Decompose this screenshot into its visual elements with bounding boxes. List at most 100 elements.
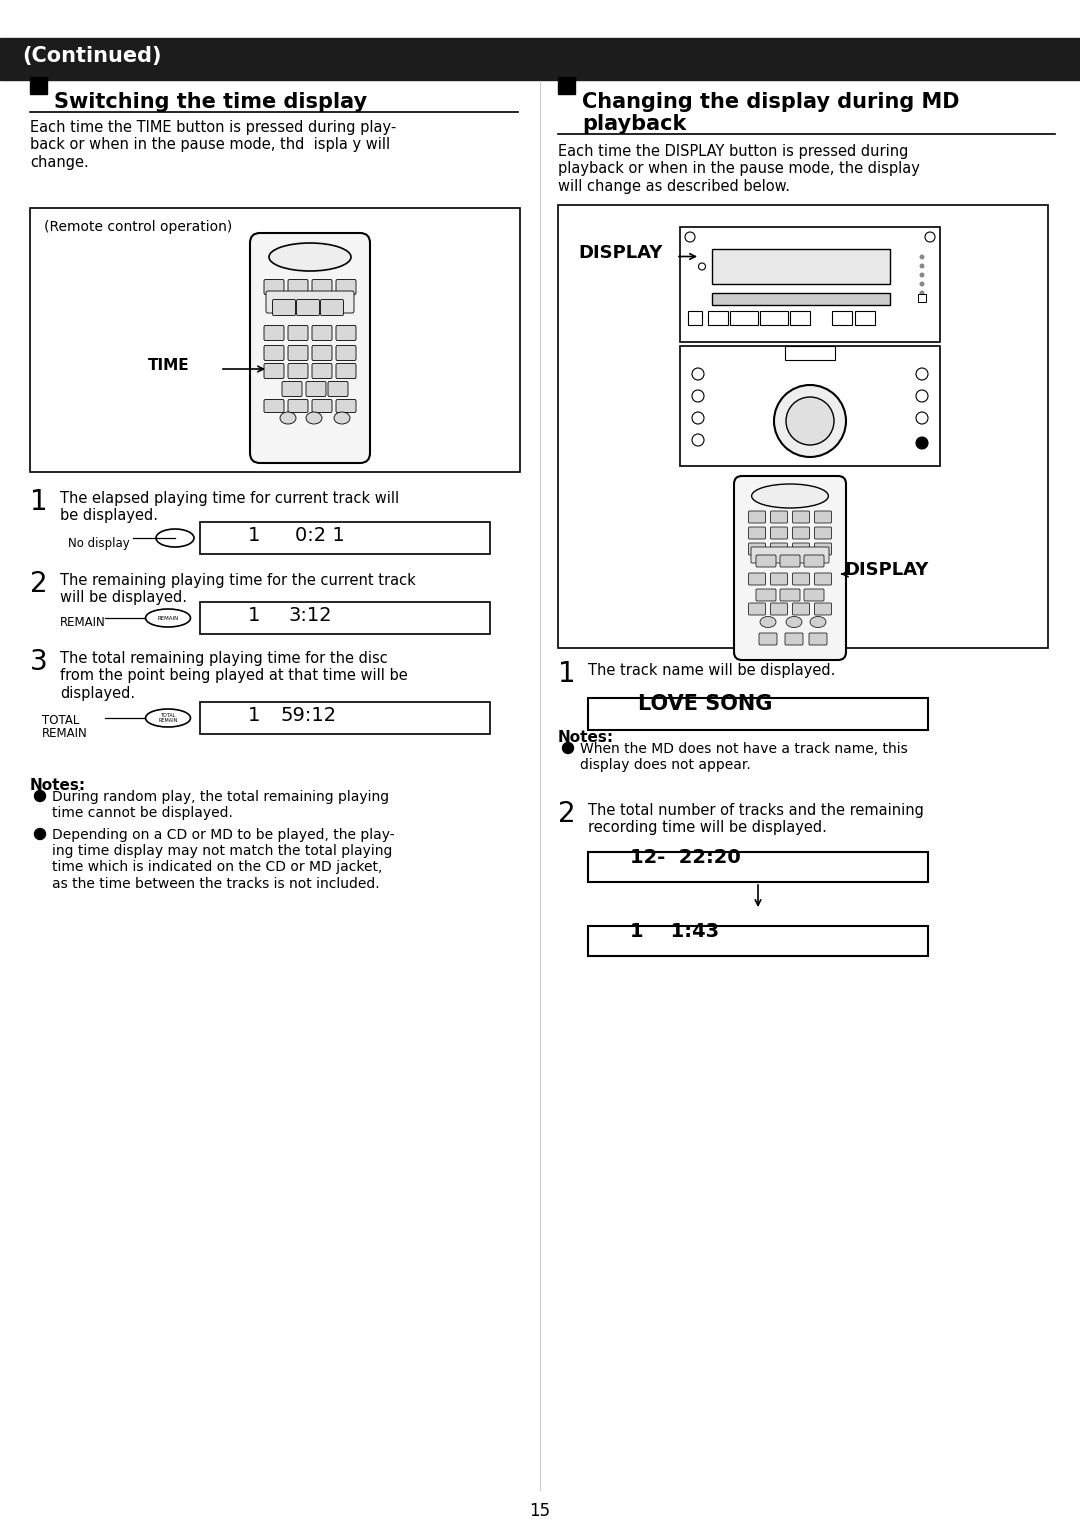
FancyBboxPatch shape bbox=[756, 588, 777, 601]
Bar bbox=[558, 205, 1048, 648]
Ellipse shape bbox=[924, 231, 935, 242]
Text: Switching the time display: Switching the time display bbox=[54, 92, 367, 112]
Bar bbox=[200, 522, 490, 555]
FancyBboxPatch shape bbox=[297, 299, 320, 316]
Text: 3:12: 3:12 bbox=[288, 607, 332, 625]
Bar bbox=[712, 293, 890, 305]
Text: Each time the TIME button is pressed during play-
back or when in the pause mode: Each time the TIME button is pressed dur… bbox=[30, 119, 396, 170]
FancyBboxPatch shape bbox=[748, 512, 766, 522]
Text: 1: 1 bbox=[558, 660, 576, 688]
Bar bbox=[760, 311, 788, 325]
FancyBboxPatch shape bbox=[804, 588, 824, 601]
Text: LOVE SONG: LOVE SONG bbox=[638, 694, 772, 714]
Text: The elapsed playing time for current track will
be displayed.: The elapsed playing time for current tra… bbox=[60, 490, 400, 524]
Ellipse shape bbox=[692, 368, 704, 380]
FancyBboxPatch shape bbox=[770, 542, 787, 555]
Text: 12-  22:20: 12- 22:20 bbox=[630, 849, 741, 867]
Text: 15: 15 bbox=[529, 1501, 551, 1520]
Ellipse shape bbox=[146, 610, 190, 627]
Bar bbox=[588, 699, 928, 731]
FancyBboxPatch shape bbox=[759, 633, 777, 645]
Bar bbox=[200, 702, 490, 734]
FancyBboxPatch shape bbox=[312, 325, 332, 340]
Bar bbox=[0, 38, 1080, 80]
Ellipse shape bbox=[760, 616, 777, 628]
Ellipse shape bbox=[919, 291, 924, 296]
FancyBboxPatch shape bbox=[288, 346, 308, 360]
Text: 2: 2 bbox=[558, 800, 576, 827]
Bar bbox=[832, 311, 852, 325]
Ellipse shape bbox=[786, 397, 834, 444]
Text: 2: 2 bbox=[30, 570, 48, 597]
Text: The track name will be displayed.: The track name will be displayed. bbox=[588, 663, 835, 679]
Text: 1: 1 bbox=[30, 489, 48, 516]
FancyBboxPatch shape bbox=[312, 279, 332, 294]
Text: 1: 1 bbox=[248, 525, 260, 545]
FancyBboxPatch shape bbox=[770, 573, 787, 585]
Ellipse shape bbox=[919, 282, 924, 286]
FancyBboxPatch shape bbox=[312, 400, 332, 412]
FancyBboxPatch shape bbox=[336, 279, 356, 294]
FancyBboxPatch shape bbox=[748, 542, 766, 555]
FancyBboxPatch shape bbox=[264, 400, 284, 412]
FancyBboxPatch shape bbox=[793, 542, 810, 555]
FancyBboxPatch shape bbox=[780, 555, 800, 567]
FancyBboxPatch shape bbox=[266, 291, 354, 313]
FancyBboxPatch shape bbox=[336, 363, 356, 378]
Text: TIME: TIME bbox=[148, 358, 190, 374]
FancyBboxPatch shape bbox=[306, 381, 326, 397]
Bar bbox=[730, 311, 758, 325]
Ellipse shape bbox=[919, 254, 924, 259]
Bar bbox=[680, 227, 940, 342]
Text: REMAIN: REMAIN bbox=[158, 616, 178, 620]
FancyBboxPatch shape bbox=[312, 363, 332, 378]
FancyBboxPatch shape bbox=[264, 346, 284, 360]
FancyBboxPatch shape bbox=[264, 363, 284, 378]
Text: DISPLAY: DISPLAY bbox=[843, 561, 929, 579]
Bar bbox=[680, 346, 940, 466]
Bar bbox=[30, 77, 48, 93]
Bar bbox=[789, 311, 810, 325]
FancyBboxPatch shape bbox=[770, 604, 787, 614]
Text: Changing the display during MD: Changing the display during MD bbox=[582, 92, 959, 112]
FancyBboxPatch shape bbox=[282, 381, 302, 397]
Ellipse shape bbox=[146, 709, 190, 728]
FancyBboxPatch shape bbox=[804, 555, 824, 567]
FancyBboxPatch shape bbox=[756, 555, 777, 567]
FancyBboxPatch shape bbox=[748, 573, 766, 585]
FancyBboxPatch shape bbox=[288, 363, 308, 378]
Text: (Remote control operation): (Remote control operation) bbox=[44, 221, 232, 234]
FancyBboxPatch shape bbox=[734, 476, 846, 660]
Bar bbox=[588, 852, 928, 882]
FancyBboxPatch shape bbox=[321, 299, 343, 316]
Ellipse shape bbox=[916, 391, 928, 401]
Ellipse shape bbox=[563, 743, 573, 754]
Ellipse shape bbox=[774, 385, 846, 457]
FancyBboxPatch shape bbox=[748, 527, 766, 539]
FancyBboxPatch shape bbox=[288, 325, 308, 340]
Text: The remaining playing time for the current track
will be displayed.: The remaining playing time for the curre… bbox=[60, 573, 416, 605]
Ellipse shape bbox=[692, 412, 704, 424]
Ellipse shape bbox=[306, 412, 322, 424]
Text: TOTAL: TOTAL bbox=[42, 714, 79, 728]
Ellipse shape bbox=[692, 391, 704, 401]
FancyBboxPatch shape bbox=[336, 400, 356, 412]
Text: The total number of tracks and the remaining
recording time will be displayed.: The total number of tracks and the remai… bbox=[588, 803, 923, 835]
FancyBboxPatch shape bbox=[328, 381, 348, 397]
Text: 3: 3 bbox=[30, 648, 48, 676]
FancyBboxPatch shape bbox=[312, 346, 332, 360]
FancyBboxPatch shape bbox=[770, 527, 787, 539]
Ellipse shape bbox=[699, 264, 705, 270]
Text: 0:2 1: 0:2 1 bbox=[295, 525, 345, 545]
Text: When the MD does not have a track name, this
display does not appear.: When the MD does not have a track name, … bbox=[580, 741, 908, 772]
Text: During random play, the total remaining playing
time cannot be displayed.: During random play, the total remaining … bbox=[52, 791, 389, 820]
Bar bbox=[558, 77, 575, 93]
Text: Depending on a CD or MD to be played, the play-
ing time display may not match t: Depending on a CD or MD to be played, th… bbox=[52, 827, 394, 890]
FancyBboxPatch shape bbox=[814, 512, 832, 522]
Text: DISPLAY: DISPLAY bbox=[578, 244, 662, 262]
Bar bbox=[30, 208, 519, 472]
Ellipse shape bbox=[919, 264, 924, 268]
FancyBboxPatch shape bbox=[748, 604, 766, 614]
Ellipse shape bbox=[916, 368, 928, 380]
FancyBboxPatch shape bbox=[336, 325, 356, 340]
